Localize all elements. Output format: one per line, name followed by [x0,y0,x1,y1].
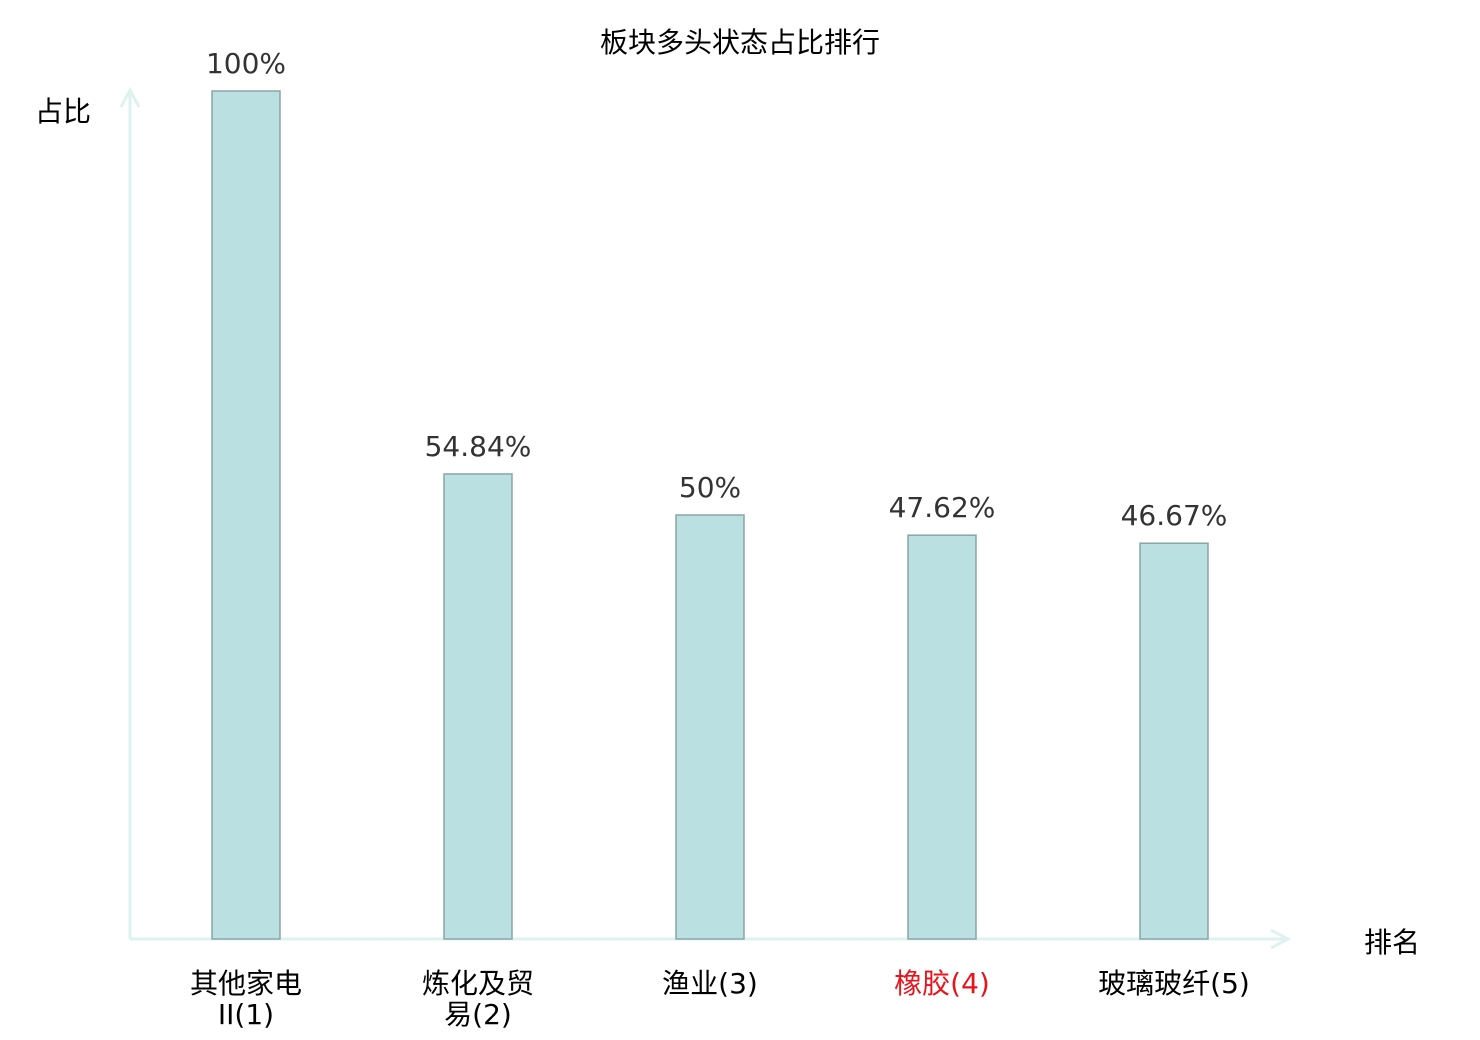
bar [1139,542,1209,940]
bar [211,90,281,940]
data-label: 100% [206,47,286,80]
data-label: 50% [679,471,741,504]
x-tick-label: 炼化及贸易(2) [422,967,534,1031]
x-tick-label: 橡胶(4) [894,967,990,1000]
x-axis-arrow-icon [1270,928,1292,950]
y-axis-arrow-icon [119,86,141,108]
bar [907,534,977,940]
bar [675,514,745,940]
data-label: 46.67% [1121,499,1228,532]
bar [443,473,513,940]
x-tick-label: 渔业(3) [662,967,758,1000]
data-label: 54.84% [425,430,532,463]
x-tick-label: 玻璃玻纤(5) [1098,967,1250,1000]
chart-title: 板块多头状态占比排行 [600,26,880,59]
x-axis-label: 排名 [1364,926,1420,959]
data-label: 47.62% [889,491,996,524]
y-axis-label: 占比 [35,95,91,128]
x-tick-label: 其他家电 II(1) [190,967,302,1031]
